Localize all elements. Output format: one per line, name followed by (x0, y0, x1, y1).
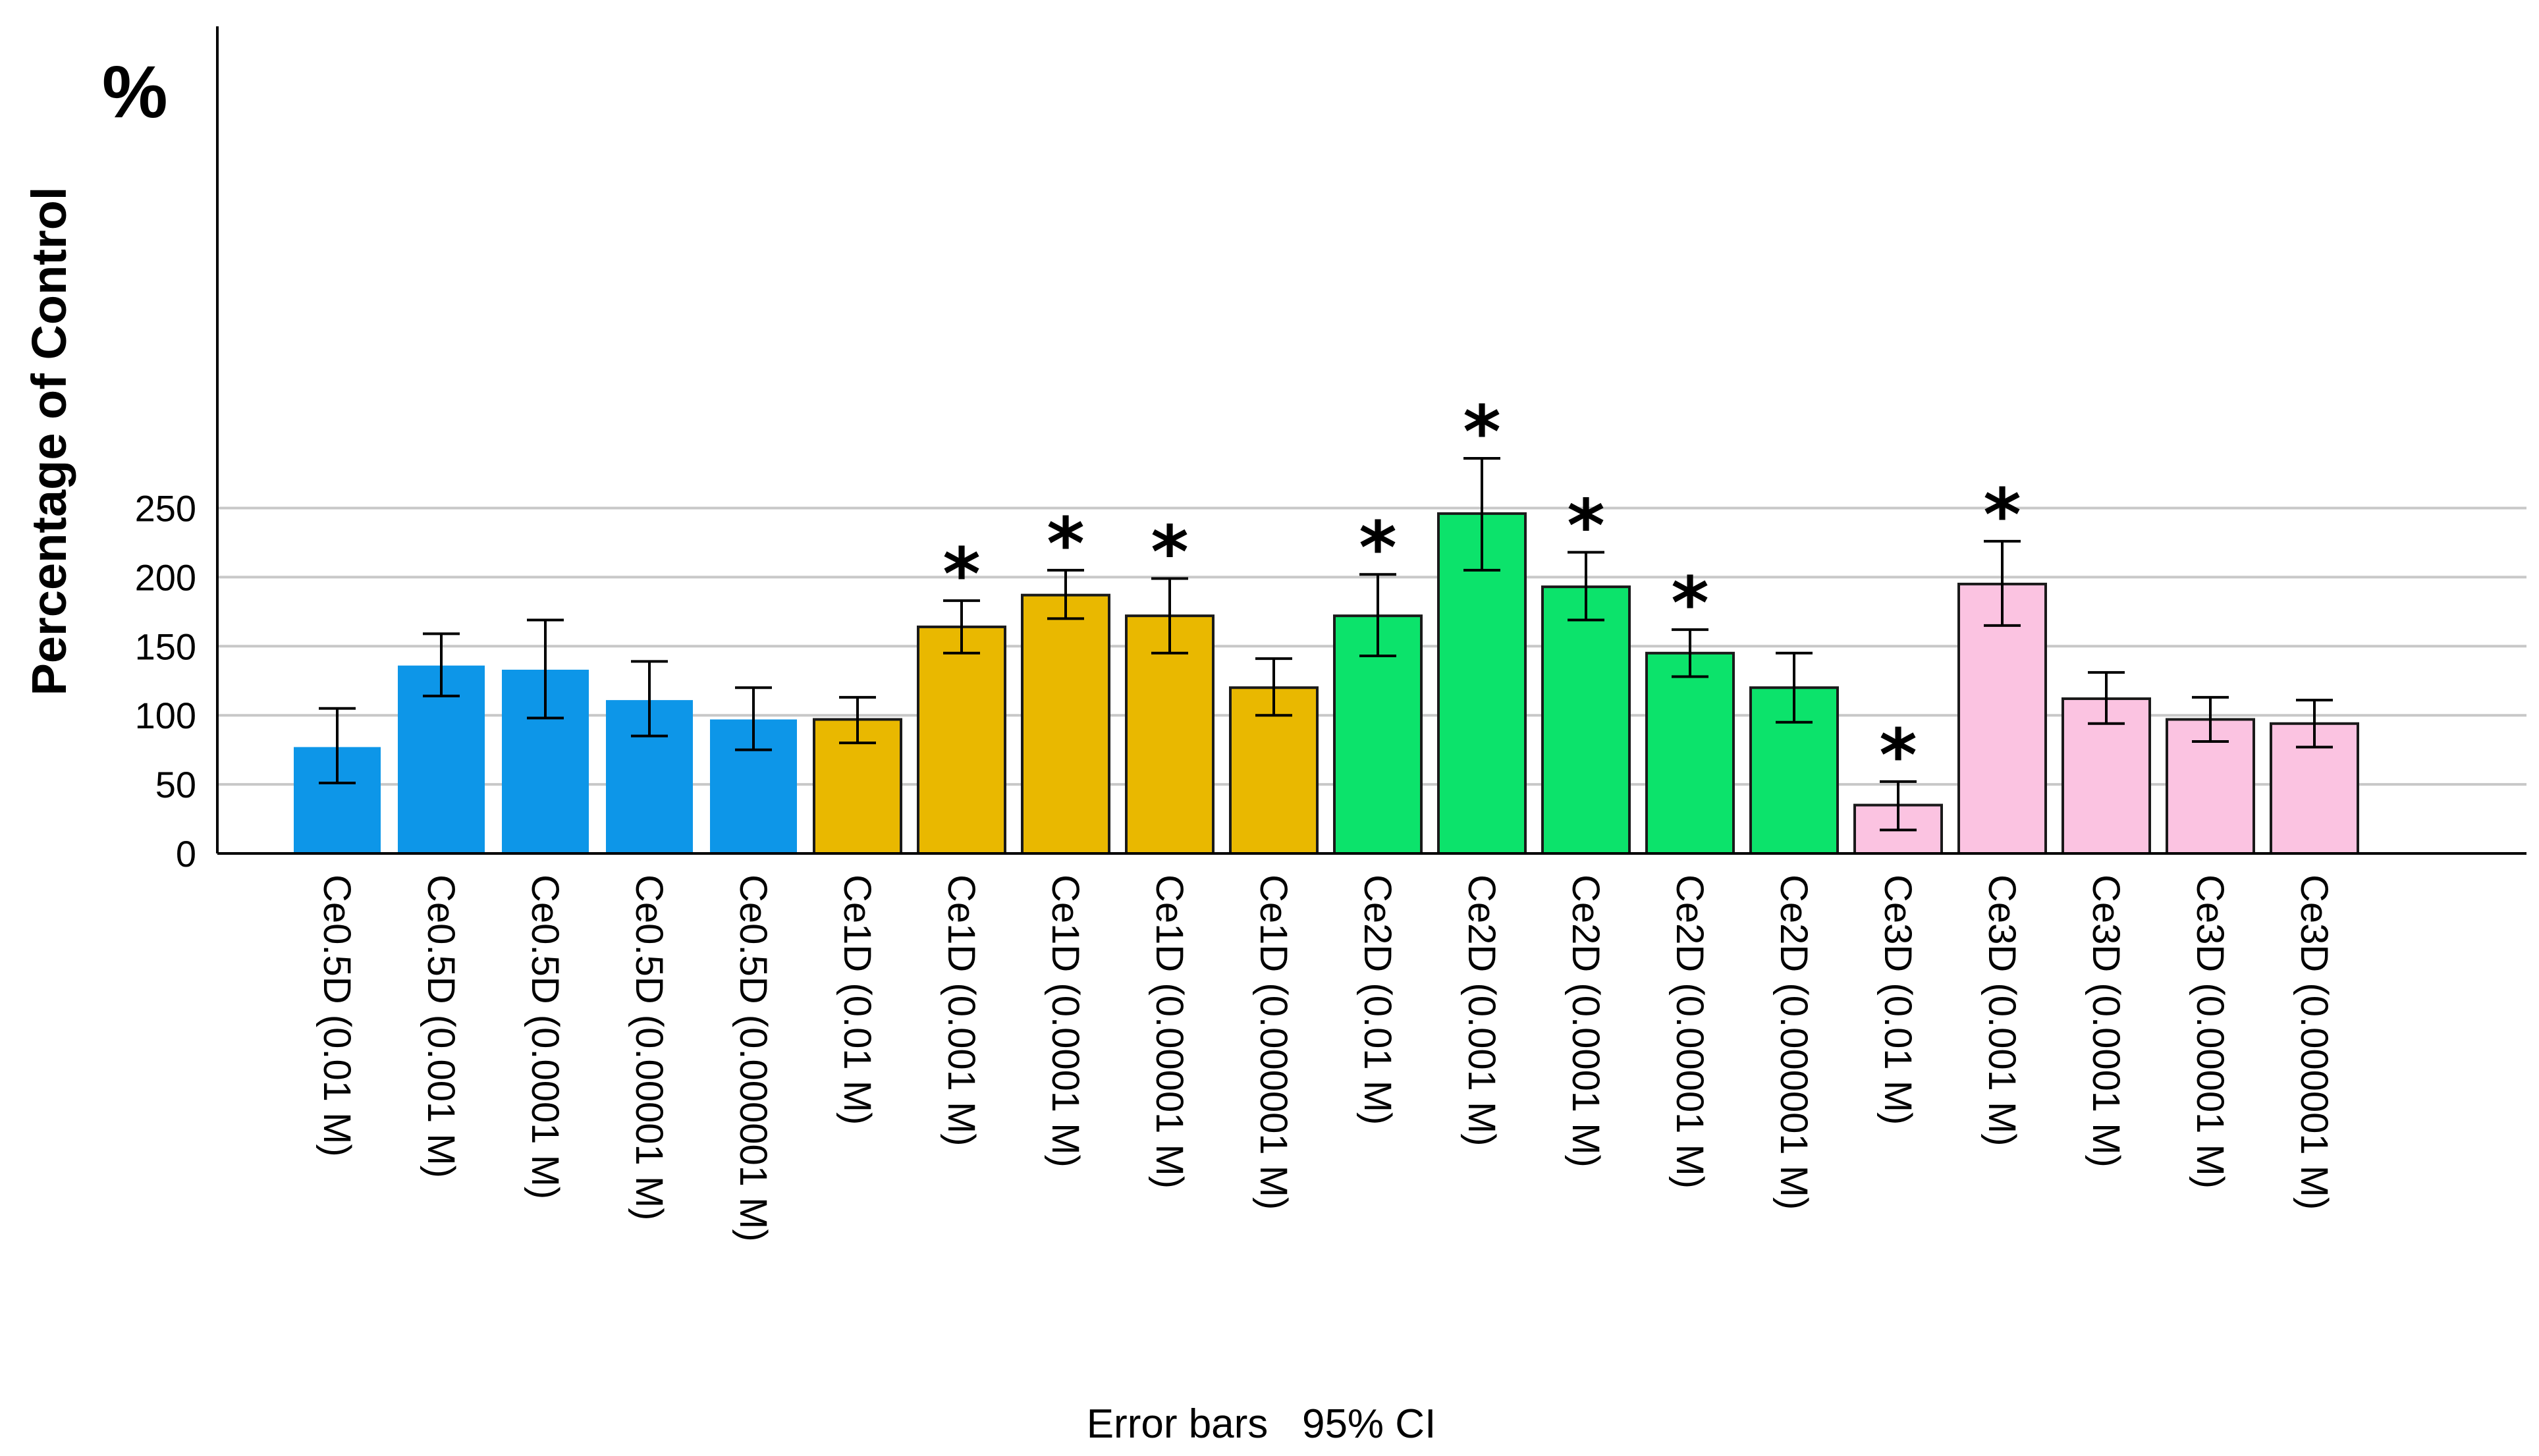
x-tick-label: Ce1D (0.000001 M) (1252, 875, 1295, 1210)
significance-star: * (1671, 561, 1709, 645)
y-tick-label: 200 (135, 556, 196, 598)
x-tick-label: Ce1D (0.01 M) (836, 875, 879, 1125)
significance-star: * (1567, 484, 1605, 568)
x-tick-label: Ce3D (0.0001 M) (2085, 875, 2127, 1168)
x-tick-label: Ce2D (0.0001 M) (1564, 875, 1607, 1168)
x-tick-label: Ce0.5D (0.0001 M) (524, 875, 566, 1199)
bar (1437, 512, 1527, 855)
x-tick-label: Ce2D (0.001 M) (1460, 875, 1503, 1146)
bars (294, 512, 2359, 855)
significance-star: * (1151, 510, 1189, 594)
x-tick-label: Ce2D (0.000001 M) (1772, 875, 1815, 1210)
x-tick-label: Ce0.5D (0.01 M) (315, 875, 358, 1157)
error-bars (319, 456, 2333, 832)
significance-star: * (942, 532, 981, 616)
x-tick-label: Ce0.5D (0.00001 M) (628, 875, 670, 1220)
x-tick-label: Ce3D (0.00001 M) (2189, 875, 2231, 1189)
x-tick-label: Ce3D (0.000001 M) (2293, 875, 2335, 1210)
bar (1541, 585, 1631, 855)
bar (1645, 651, 1735, 855)
x-tick-label: Ce2D (0.01 M) (1356, 875, 1399, 1125)
bar (1125, 614, 1215, 855)
y-tick-label: 150 (135, 626, 196, 667)
y-tick-label: 0 (176, 833, 196, 875)
y-tick-label: 100 (135, 695, 196, 736)
x-tick-label: Ce1D (0.00001 M) (1148, 875, 1191, 1189)
x-tick-labels: Ce0.5D (0.01 M) Ce0.5D (0.001 M) Ce0.5D (0… (315, 875, 2335, 1242)
bar (1021, 593, 1110, 855)
y-unit-label: % (102, 51, 168, 133)
error-bars-footnote: Error bars 95% CI (1087, 1401, 1436, 1447)
y-tick-label: 250 (135, 488, 196, 529)
bar (1333, 614, 1423, 855)
x-tick-label: Ce1D (0.0001 M) (1044, 875, 1087, 1168)
significance-markers: * * * * * * * * * (942, 390, 2021, 797)
x-tick-label: Ce2D (0.00001 M) (1668, 875, 1711, 1189)
x-tick-label: Ce0.5D (0.000001 M) (732, 875, 775, 1242)
significance-star: * (1359, 506, 1397, 590)
significance-star: * (1983, 473, 2021, 557)
x-tick-label: Ce3D (0.01 M) (1876, 875, 1919, 1125)
axes (216, 26, 2526, 855)
x-tick-label: Ce1D (0.001 M) (940, 875, 983, 1146)
significance-star: * (1463, 390, 1501, 474)
x-tick-label: Ce3D (0.001 M) (1980, 875, 2023, 1146)
significance-star: * (1879, 713, 1917, 797)
x-tick-label: Ce0.5D (0.001 M) (420, 875, 462, 1178)
significance-star: * (1047, 502, 1085, 586)
bar (1957, 582, 2047, 855)
y-axis-label: Percentage of Control (22, 187, 76, 696)
y-tick-label: 50 (155, 764, 196, 805)
bar (917, 625, 1006, 855)
y-tick-labels: 0 50 100 150 200 250 (135, 488, 196, 875)
